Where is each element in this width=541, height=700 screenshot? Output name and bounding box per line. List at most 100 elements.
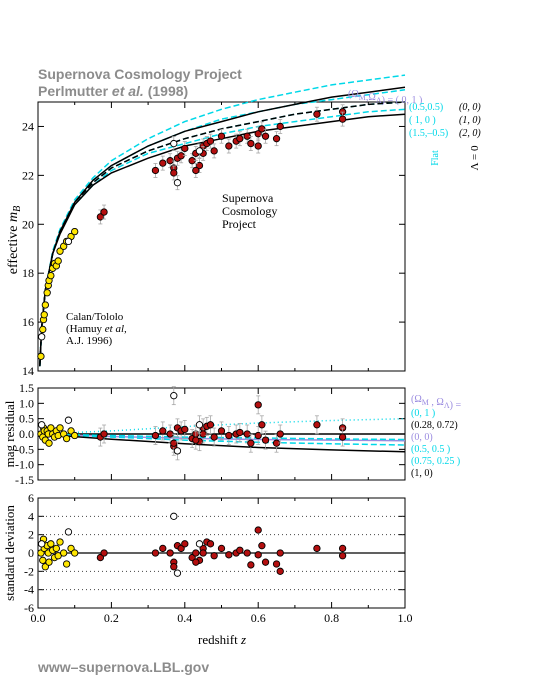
annotation-hamuy: (Hamuy et al,	[66, 323, 127, 335]
y-tick-label: 1.5	[19, 381, 34, 395]
data-point-highz	[170, 439, 178, 447]
panel-bottom: 6 4 2 0 -2 -4 -6	[24, 491, 406, 615]
data-point-highz-open	[195, 421, 204, 429]
y-axis-label-top: effective mB	[6, 206, 23, 274]
data-point-highz	[210, 147, 218, 155]
data-point-highz	[151, 431, 160, 440]
data-point-highz	[247, 139, 255, 148]
data-point-highz	[236, 135, 244, 143]
data-point-highz	[192, 549, 200, 557]
x-tick-label: 1.0	[398, 611, 413, 625]
legend-header-top-part: M	[359, 93, 366, 102]
data-point-lowz	[71, 549, 79, 557]
legend-entry-residual: (0, 1 )	[411, 408, 435, 419]
annotation-aj: A.J. 1996)	[66, 335, 112, 347]
legend-header-middle-part: ) =	[450, 400, 462, 411]
data-point-highz-open	[195, 540, 204, 548]
annotation-calan: Calan/Tololo	[66, 311, 124, 323]
data-point-highz	[258, 542, 266, 550]
data-point-highz	[199, 549, 207, 557]
data-point-lowz-open	[38, 540, 46, 548]
data-point-highz-open	[173, 569, 182, 577]
y-tick-label: -1.5	[15, 473, 34, 487]
data-point-highz	[170, 563, 178, 571]
y-tick-label: 24	[22, 119, 34, 133]
data-point-highz	[338, 115, 347, 123]
data-point-highz	[210, 433, 218, 441]
data-point-lowz	[62, 434, 71, 443]
data-point-highz	[276, 549, 284, 557]
data-point-highz	[243, 549, 251, 557]
legend-flat-label: Flat	[430, 150, 441, 166]
data-point-highz	[151, 549, 160, 557]
legend-header-middle-part: (Ω	[411, 394, 422, 405]
data-point-lowz	[37, 352, 45, 360]
data-point-highz	[100, 549, 108, 557]
data-point-highz	[338, 544, 347, 553]
model-curve-top-6	[39, 113, 406, 367]
data-point-highz	[192, 558, 200, 566]
legend-entry-flat: (1.5,–0.5)	[409, 128, 448, 139]
data-point-lowz	[54, 257, 62, 265]
data-point-highz	[254, 401, 262, 409]
data-point-highz	[254, 551, 262, 559]
y-axis-symbol: m	[6, 212, 21, 222]
data-point-highz	[217, 544, 226, 553]
y-axis-label-middle: mag residual	[2, 400, 17, 467]
data-point-highz	[192, 166, 200, 175]
header-year: (1998)	[143, 83, 189, 99]
x-axis-symbol: z	[240, 632, 246, 647]
data-point-highz	[206, 137, 215, 145]
data-point-lowz	[43, 289, 51, 297]
y-tick-label: 0.5	[19, 412, 34, 426]
data-point-highz	[159, 159, 167, 167]
data-point-highz	[217, 132, 226, 140]
data-point-highz-open	[170, 139, 178, 148]
header-citation: Perlmutter et al. (1998)	[38, 83, 188, 99]
data-point-lowz	[56, 247, 64, 255]
legend-entry-residual: (0, 0)	[411, 432, 433, 443]
legend-header-top-part: (Ω	[348, 89, 359, 100]
legend-entry-flat: (0.5,0.5)	[409, 102, 443, 113]
legend-header-middle-part: , Ω	[429, 397, 444, 408]
data-point-highz	[272, 560, 281, 568]
data-point-lowz	[47, 540, 55, 548]
data-point-highz	[313, 544, 321, 553]
legend-entry-residual: (0.5, 0.5 )	[411, 444, 450, 455]
data-point-highz	[166, 549, 174, 557]
data-point-lowz-open	[38, 421, 46, 429]
data-point-highz	[254, 142, 262, 150]
data-point-highz	[151, 166, 160, 175]
y-tick-label: 16	[22, 315, 34, 329]
data-point-highz	[181, 144, 189, 153]
data-point-highz	[338, 433, 347, 441]
legend-header-middle-part: M	[422, 398, 429, 407]
data-point-lowz	[41, 301, 49, 309]
y-tick-label: -6	[24, 601, 34, 615]
legend-entry-lambda0: (1, 0)	[459, 115, 481, 126]
data-point-highz	[338, 552, 347, 560]
data-point-highz	[217, 427, 226, 435]
data-point-highz	[254, 431, 262, 440]
data-point-highz	[159, 544, 167, 553]
data-point-highz	[236, 546, 244, 554]
data-point-highz	[195, 161, 204, 170]
data-point-highz	[247, 439, 255, 447]
y-tick-label: 20	[22, 217, 34, 231]
data-point-highz	[313, 421, 321, 429]
y-tick-label: -0.5	[15, 442, 34, 456]
panel-top: 14 16 18 20 22 24	[22, 74, 406, 378]
data-point-highz	[247, 561, 255, 569]
legend-header-middle-part: Λ	[444, 401, 450, 410]
data-point-lowz	[71, 431, 79, 440]
data-point-highz	[254, 526, 262, 534]
data-point-lowz	[39, 325, 47, 334]
footer-url[interactable]: www–supernova.LBL.gov	[38, 659, 210, 675]
annotation-etal: et al,	[105, 323, 127, 335]
data-point-highz	[276, 567, 284, 575]
data-point-lowz	[62, 560, 71, 568]
data-point-lowz	[52, 544, 60, 553]
legend-entry-flat: ( 1, 0 )	[409, 115, 436, 126]
data-point-lowz	[40, 311, 48, 319]
data-point-lowz	[56, 538, 64, 546]
